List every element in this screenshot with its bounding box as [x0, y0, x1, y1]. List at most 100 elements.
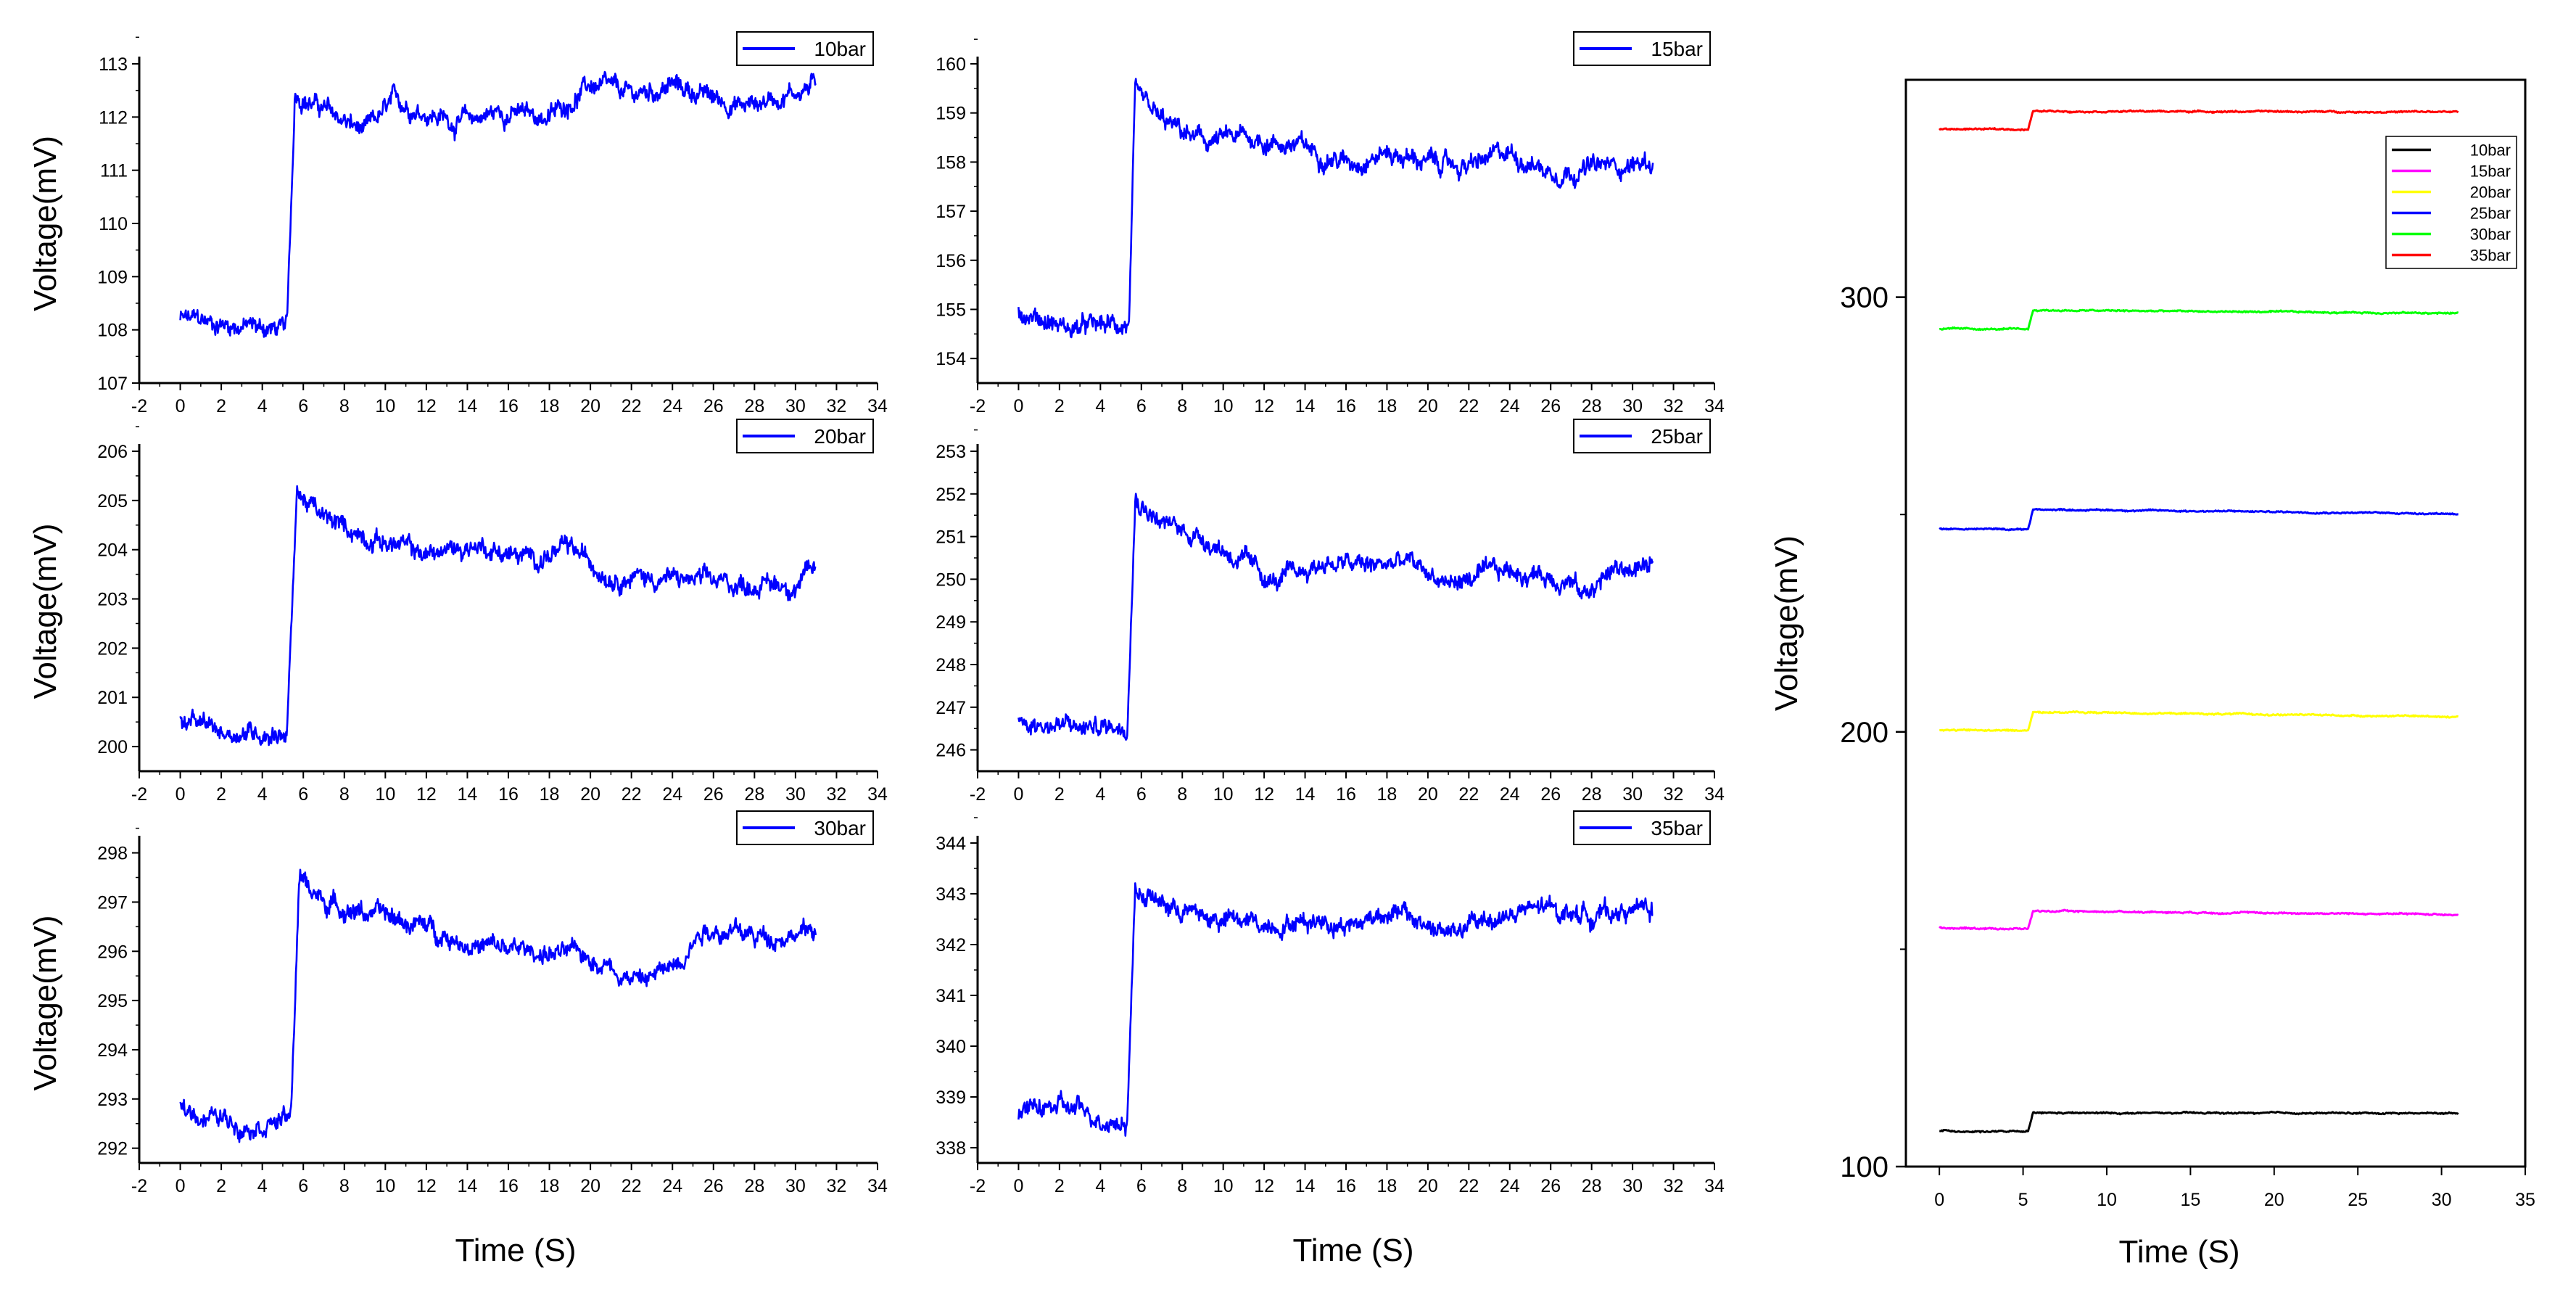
x-tick-label: 30 [2432, 1190, 2452, 1210]
x-tick-label: 30 [1622, 396, 1643, 416]
legend: 10bar [736, 31, 874, 66]
x-tick-label: 16 [1336, 396, 1356, 416]
series-line-25bar [1017, 493, 1654, 741]
x-tick-label: 4 [1095, 396, 1105, 416]
y-tick-label: 100 [1840, 1151, 1888, 1183]
y-axis-title: Voltage(mV) [28, 523, 63, 699]
legend: 10bar 15bar 20bar 25bar 30bar 35bar [2385, 136, 2517, 269]
x-tick-label: 5 [2018, 1190, 2028, 1210]
x-tick-label: 22 [622, 396, 642, 416]
x-tick-label: 12 [416, 1176, 437, 1196]
x-tick-label: 8 [339, 784, 350, 805]
x-tick-label: 2 [1054, 396, 1065, 416]
x-tick-label: 8 [339, 396, 350, 416]
x-tick-label: 34 [867, 784, 888, 805]
x-tick-label: 6 [298, 396, 308, 416]
y-tick-label: 113 [99, 54, 128, 75]
x-tick-label: 24 [662, 396, 682, 416]
x-tick-label: 12 [1254, 396, 1274, 416]
chart-p10: -2 0 2 4 6 8 10 12 14 16 18 20 22 24 26 28 30 32 341071081… [28, 31, 888, 416]
x-tick-label: 32 [827, 396, 847, 416]
x-tick-label: 0 [176, 784, 186, 805]
x-tick-label: 34 [867, 396, 888, 416]
x-tick-label: 10 [1213, 784, 1234, 805]
x-tick-label: 24 [1500, 1176, 1520, 1196]
y-tick-label: 246 [936, 741, 966, 761]
x-tick-label: 20 [580, 396, 600, 416]
x-tick-label: 18 [540, 396, 560, 416]
y-tick-label: 339 [936, 1088, 966, 1108]
x-tick-label: 2 [216, 1176, 226, 1196]
x-tick-label: 30 [785, 784, 806, 805]
x-tick-label: 0 [176, 396, 186, 416]
x-tick-label: 28 [744, 396, 764, 416]
y-tick-label: 296 [97, 942, 128, 962]
x-tick-label: -2 [131, 1176, 147, 1196]
y-tick-label: 107 [97, 374, 128, 394]
legend-label: 35bar [1651, 817, 1703, 839]
y-tick-label: 203 [97, 590, 128, 610]
x-tick-label: -2 [970, 784, 986, 805]
x-tick-label: 34 [1704, 1176, 1725, 1196]
legend-label: 15bar [1651, 38, 1703, 60]
x-tick-label: 18 [1377, 1176, 1398, 1196]
x-tick-label: 2 [216, 396, 226, 416]
x-tick-label: 14 [458, 1176, 478, 1196]
x-tick-label: 32 [1664, 1176, 1684, 1196]
y-tick-label: 249 [936, 612, 966, 633]
x-tick-label: 6 [1136, 396, 1147, 416]
legend-box [2385, 136, 2517, 269]
plot-frame [1904, 78, 2527, 1168]
legend: 35bar [1573, 810, 1711, 845]
series-line-35bar [1939, 109, 2459, 132]
y-tick-label: 200 [97, 737, 128, 757]
x-tick-label: 14 [458, 784, 478, 805]
y-tick-label: 108 [97, 321, 128, 341]
x-tick-label: 34 [1704, 784, 1725, 805]
x-axis-title: Time (S) [2118, 1234, 2239, 1270]
x-tick-label: 4 [257, 784, 268, 805]
y-tick-label: 292 [97, 1139, 128, 1159]
y-tick-label: 295 [97, 991, 128, 1011]
legend-label: 20bar [814, 425, 866, 448]
x-tick-label: 20 [1418, 396, 1438, 416]
y-tick-label: 206 [97, 442, 128, 462]
y-axis-title: Voltage(mV) [28, 915, 63, 1090]
series-line-35bar [1017, 882, 1654, 1137]
x-tick-label: 10 [2097, 1190, 2117, 1210]
x-tick-label: 34 [867, 1176, 888, 1196]
x-tick-label: 16 [498, 396, 519, 416]
x-tick-label: 18 [1377, 784, 1398, 805]
x-tick-label: 16 [1336, 1176, 1356, 1196]
x-tick-label: 26 [703, 1176, 724, 1196]
x-tick-label: 24 [662, 784, 682, 805]
x-tick-label: 8 [1177, 1176, 1187, 1196]
x-tick-label: 0 [1013, 1176, 1023, 1196]
x-tick-label: -2 [131, 396, 147, 416]
x-tick-label: 22 [1458, 1176, 1479, 1196]
x-tick-label: 20 [580, 1176, 600, 1196]
chart-p20: -2 0 2 4 6 8 10 12 14 16 18 20 22 24 26 28 30 32 342002012… [28, 419, 888, 805]
series-line-20bar [179, 485, 817, 747]
x-tick-label: 14 [458, 396, 478, 416]
y-tick-label: 158 [936, 152, 966, 173]
legend-label-25bar: 25bar [2470, 205, 2511, 223]
x-tick-label: 12 [1254, 1176, 1274, 1196]
y-tick-label: 109 [97, 267, 128, 287]
x-tick-label: 28 [1582, 1176, 1602, 1196]
x-tick-label: 10 [375, 396, 395, 416]
x-tick-label: 12 [1254, 784, 1274, 805]
x-tick-label: 30 [785, 1176, 806, 1196]
x-tick-label: 6 [298, 784, 308, 805]
x-tick-label: 26 [1540, 396, 1561, 416]
series-line-20bar [1939, 710, 2459, 733]
x-tick-label: 0 [1934, 1190, 1944, 1210]
x-tick-label: 32 [827, 1176, 847, 1196]
x-tick-label: 22 [1458, 784, 1479, 805]
y-tick-label: 251 [936, 527, 966, 548]
x-tick-label: 28 [1582, 396, 1602, 416]
x-tick-label: 16 [498, 784, 519, 805]
x-tick-label: 14 [1295, 1176, 1316, 1196]
y-tick-label: 250 [936, 570, 966, 590]
y-tick-label: 344 [936, 834, 966, 854]
